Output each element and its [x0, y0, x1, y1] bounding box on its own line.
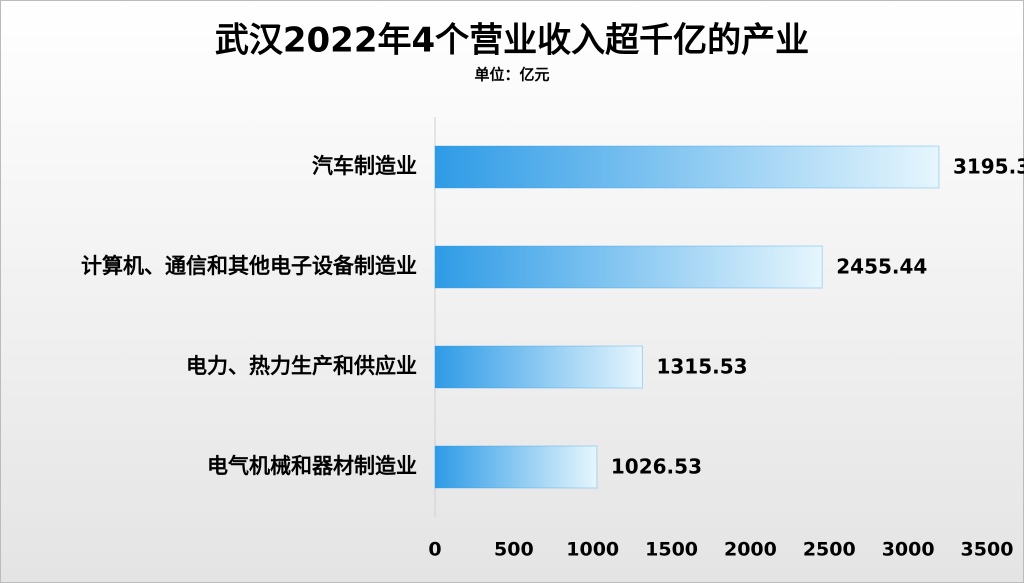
bar — [434, 245, 823, 289]
x-tick-label: 2500 — [803, 539, 856, 561]
bar — [434, 145, 940, 189]
x-tick-label: 2000 — [724, 539, 777, 561]
x-tick-label: 1500 — [645, 539, 698, 561]
x-tick-label: 3500 — [961, 539, 1014, 561]
x-tick-label: 0 — [428, 539, 441, 561]
y-tick-label: 电气机械和器材制造业 — [207, 454, 417, 478]
x-tick-label: 500 — [494, 539, 534, 561]
chart-subtitle: 单位：亿元 — [474, 66, 549, 84]
value-label: 3195.33 — [953, 155, 1024, 179]
bar — [434, 345, 643, 389]
x-tick-label: 3000 — [882, 539, 935, 561]
x-tick-label: 1000 — [566, 539, 619, 561]
value-label: 1026.53 — [611, 455, 702, 479]
bar — [434, 445, 598, 489]
y-tick-label: 电力、热力生产和供应业 — [186, 354, 417, 378]
chart-title: 武汉2022年4个营业收入超千亿的产业 — [215, 21, 809, 61]
value-label: 2455.44 — [836, 255, 927, 279]
value-label: 1315.53 — [656, 355, 747, 379]
y-tick-label: 汽车制造业 — [312, 154, 417, 178]
y-tick-label: 计算机、通信和其他电子设备制造业 — [81, 254, 417, 278]
